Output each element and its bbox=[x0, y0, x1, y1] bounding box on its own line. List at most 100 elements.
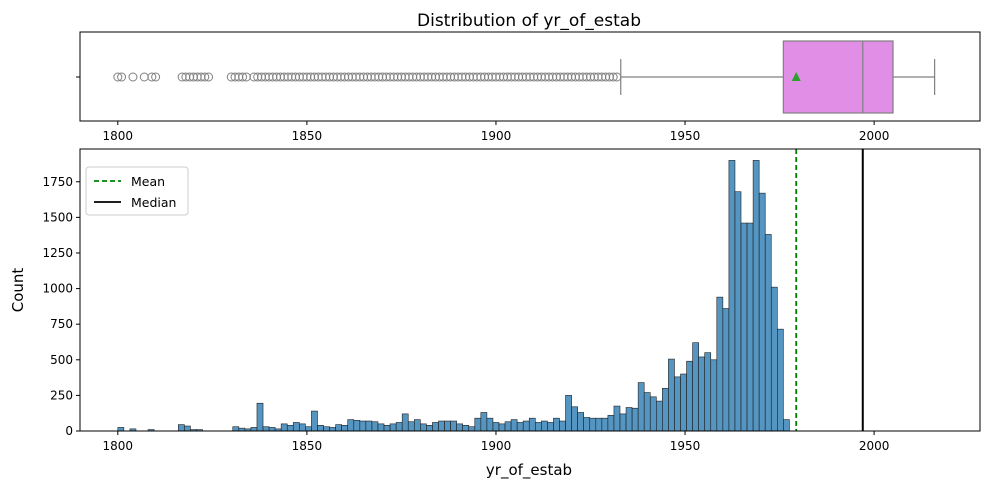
histogram-bar bbox=[359, 420, 367, 432]
histogram-bar bbox=[341, 425, 349, 432]
histogram-bar bbox=[450, 420, 457, 432]
histogram-bar bbox=[420, 423, 427, 432]
outlier-point bbox=[117, 72, 127, 82]
histogram-bar bbox=[438, 420, 445, 432]
histogram-bar bbox=[583, 417, 591, 432]
histogram-bar bbox=[401, 413, 409, 432]
y-axis-title: Count bbox=[9, 268, 27, 313]
histogram-bar bbox=[383, 425, 391, 432]
histogram-x-axis: 1800 1850 1900 1950 2000 bbox=[103, 431, 889, 453]
histogram-bar bbox=[547, 422, 554, 432]
histogram-y-axis: 0 250 500 750 1000 1250 1500 1750 bbox=[42, 175, 80, 438]
histogram-bar bbox=[299, 423, 306, 432]
y-tick-label: 0 bbox=[65, 424, 73, 438]
histogram-bar bbox=[516, 422, 524, 432]
histogram-bar bbox=[571, 406, 578, 432]
y-tick-label: 1000 bbox=[42, 282, 73, 296]
x-tick-label: 1850 bbox=[292, 129, 323, 143]
histogram-bar bbox=[722, 308, 730, 432]
y-tick-label: 1250 bbox=[42, 246, 73, 260]
legend: Mean Median bbox=[85, 166, 189, 216]
histogram-bar bbox=[335, 424, 342, 432]
histogram-bar bbox=[728, 160, 736, 432]
histogram-bar bbox=[553, 417, 560, 432]
histogram-bar bbox=[607, 415, 615, 432]
outlier-point bbox=[113, 72, 123, 82]
histogram-bar bbox=[268, 427, 276, 432]
legend-mean-label: Mean bbox=[131, 174, 165, 189]
boxplot-panel bbox=[76, 40, 936, 114]
histogram-bar bbox=[613, 405, 621, 432]
histogram-panel bbox=[117, 149, 864, 432]
histogram-bar bbox=[783, 419, 790, 432]
histogram-bar bbox=[619, 413, 627, 432]
histogram-bar bbox=[522, 420, 530, 432]
histogram-bar bbox=[347, 419, 355, 432]
x-tick-label: 1800 bbox=[103, 129, 134, 143]
histogram-bar bbox=[716, 296, 724, 432]
histogram-bar bbox=[656, 400, 663, 432]
histogram-bar bbox=[480, 412, 488, 432]
iqr-box bbox=[782, 40, 894, 114]
histogram-bar bbox=[752, 160, 760, 432]
histogram-bar bbox=[407, 421, 415, 432]
x-tick-label: 1900 bbox=[481, 129, 512, 143]
histogram-bar bbox=[637, 382, 645, 432]
histogram-bar bbox=[389, 423, 397, 432]
histogram-bar bbox=[371, 421, 379, 432]
histogram-bar bbox=[577, 412, 584, 432]
histogram-frame bbox=[79, 148, 981, 432]
histogram-bar bbox=[601, 417, 609, 432]
histogram-bar bbox=[668, 358, 675, 432]
histogram-bar bbox=[740, 222, 748, 432]
histogram-bar bbox=[528, 417, 536, 432]
histogram-bar bbox=[589, 417, 597, 432]
histogram-bar bbox=[746, 222, 754, 432]
legend-box bbox=[85, 166, 189, 216]
y-tick-label: 1500 bbox=[42, 210, 73, 224]
boxplot-frame bbox=[79, 31, 981, 122]
histogram-bar bbox=[474, 417, 482, 432]
histogram-bar bbox=[280, 423, 288, 432]
histogram-bar bbox=[510, 419, 518, 432]
y-tick-label: 250 bbox=[50, 388, 73, 402]
outlier-point bbox=[204, 72, 214, 82]
histogram-bar bbox=[680, 373, 687, 432]
histogram-bar bbox=[432, 422, 439, 432]
histogram-bar bbox=[377, 423, 385, 432]
x-tick-label: 1800 bbox=[103, 439, 134, 453]
outlier-point bbox=[147, 72, 157, 82]
histogram-bar bbox=[413, 419, 421, 432]
histogram-bar bbox=[686, 360, 693, 432]
histogram-bar bbox=[777, 328, 784, 432]
outlier-point bbox=[151, 72, 161, 82]
x-tick-label: 1950 bbox=[670, 129, 701, 143]
outlier-point bbox=[139, 72, 149, 82]
histogram-bar bbox=[395, 422, 403, 432]
histogram-bar bbox=[698, 356, 706, 432]
histogram-bar bbox=[311, 410, 318, 432]
histogram-bar bbox=[710, 359, 718, 432]
histogram-bar bbox=[286, 425, 294, 432]
histogram-bar bbox=[704, 352, 712, 432]
histogram-bar bbox=[305, 426, 312, 432]
histogram-bar bbox=[486, 417, 494, 432]
x-tick-label: 1950 bbox=[670, 439, 701, 453]
histogram-bar bbox=[504, 421, 512, 432]
histogram-bar bbox=[492, 422, 500, 432]
histogram-bar bbox=[444, 420, 451, 432]
x-tick-label: 1850 bbox=[292, 439, 323, 453]
histogram-bar bbox=[692, 342, 699, 432]
boxplot-x-axis: 1800 1850 1900 1950 2000 bbox=[103, 121, 889, 143]
histogram-bar bbox=[764, 234, 772, 432]
histogram-bar bbox=[178, 424, 185, 432]
chart-title: Distribution of yr_of_estab bbox=[417, 11, 641, 31]
histogram-bar bbox=[631, 407, 639, 432]
x-tick-label: 1900 bbox=[481, 439, 512, 453]
histogram-bar bbox=[329, 427, 336, 432]
histogram-bar bbox=[365, 420, 373, 432]
histogram-bar bbox=[292, 422, 300, 432]
x-axis-title: yr_of_estab bbox=[486, 461, 572, 480]
histogram-bar bbox=[643, 392, 651, 432]
y-tick-label: 500 bbox=[50, 353, 73, 367]
